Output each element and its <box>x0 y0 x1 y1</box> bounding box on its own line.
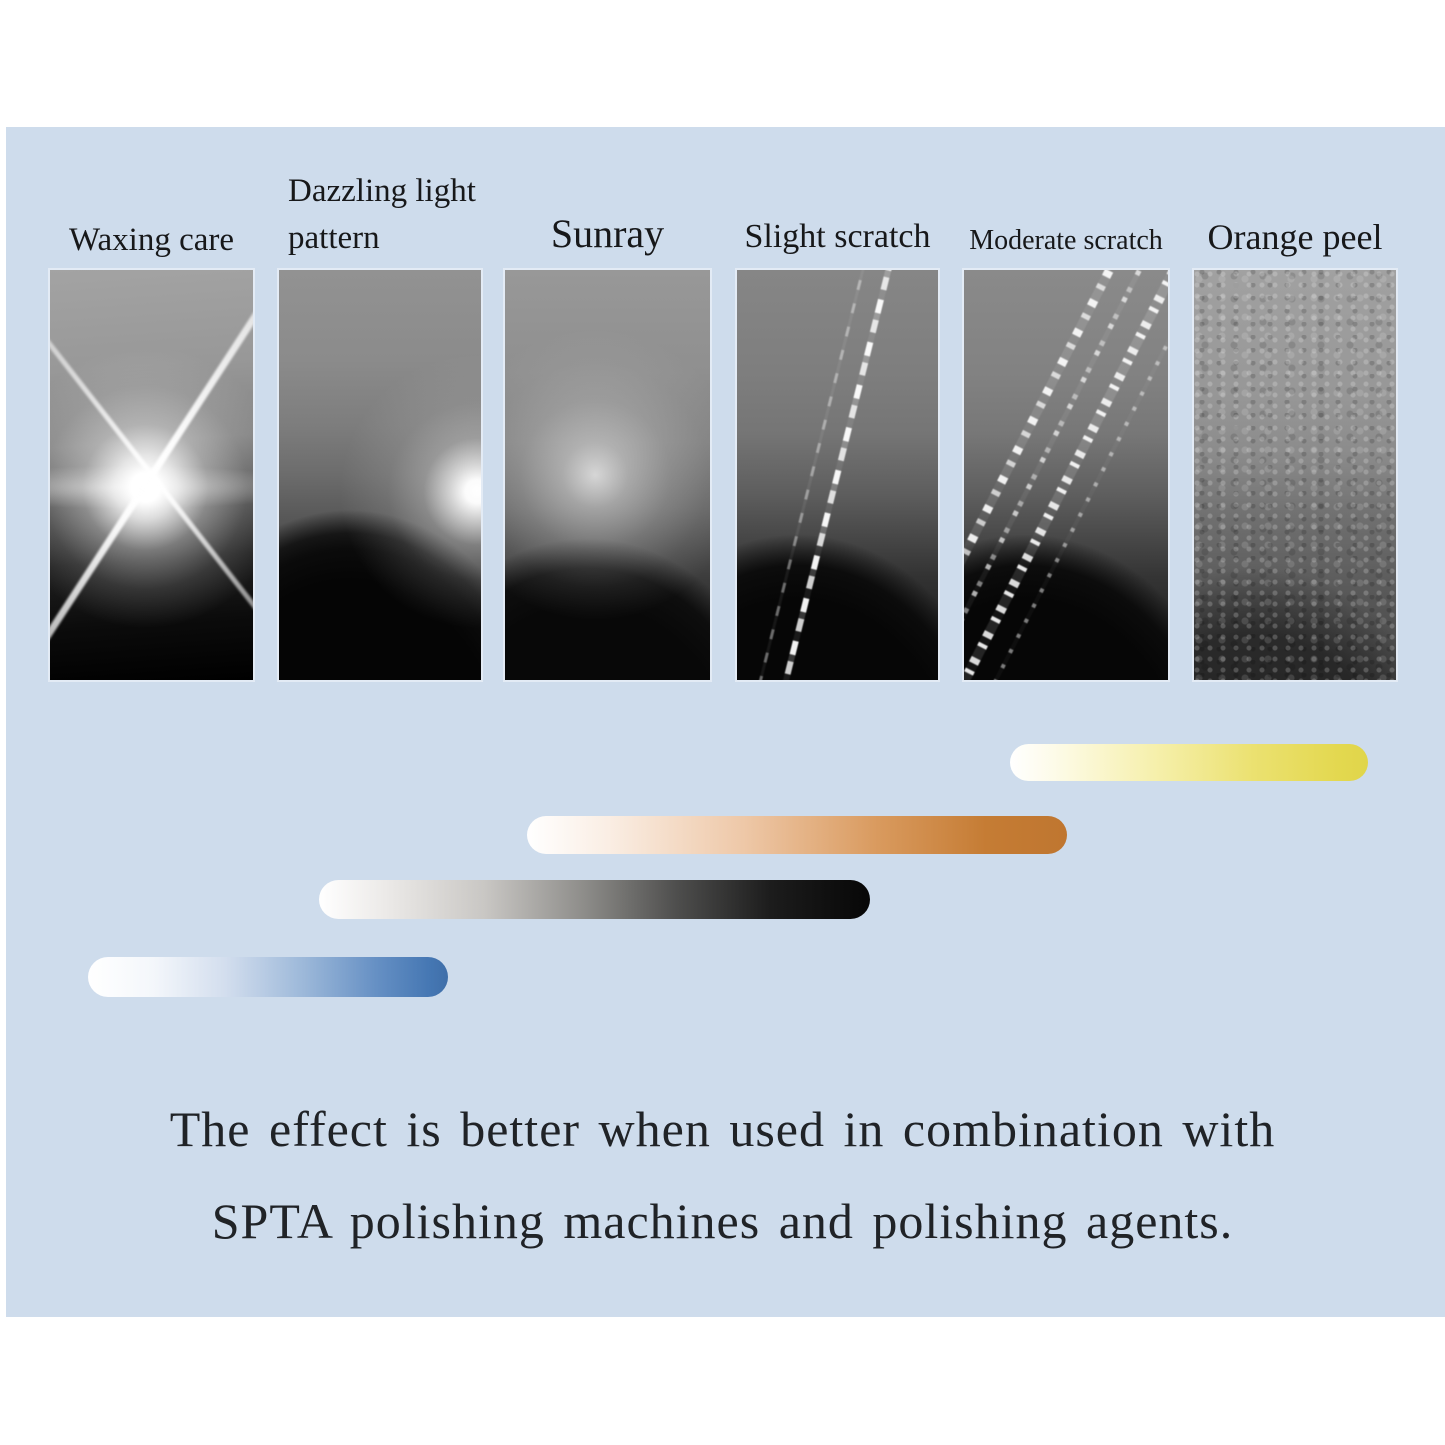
panel-label-waxing-care: Waxing care <box>69 222 234 258</box>
panel-label-orange-peel: Orange peel <box>1207 217 1383 257</box>
legend-bar-yellow <box>1010 744 1368 781</box>
scratch-mark <box>753 270 868 680</box>
legend-bar-orange <box>527 816 1067 854</box>
panel-label-line-2: pattern <box>288 220 380 256</box>
photo-waxing-care <box>48 268 255 682</box>
panel-label-slight-scratch: Slight scratch <box>744 218 931 255</box>
scratch-mark <box>964 270 1168 680</box>
panel-label-dazzling-light-pattern: Dazzling light pattern <box>288 168 518 262</box>
panel-label-line-1: Dazzling light <box>288 173 476 209</box>
caption-line-1: The effect is better when used in combin… <box>169 1101 1276 1157</box>
photo-orange-peel <box>1192 268 1398 682</box>
panel-label-moderate-scratch: Moderate scratch <box>969 225 1163 256</box>
panel-label-sunray: Sunray <box>550 211 665 256</box>
photo-slight-scratch <box>735 268 940 682</box>
scratch-mark <box>777 270 895 680</box>
photo-moderate-scratch <box>962 268 1170 682</box>
legend-bar-blue <box>88 957 448 997</box>
photo-sunray <box>503 268 712 682</box>
photo-dazzling-light-pattern <box>277 268 483 682</box>
light-ray <box>50 270 253 680</box>
legend-bar-black <box>319 880 870 919</box>
caption-line-2: SPTA polishing machines and polishing ag… <box>211 1193 1234 1249</box>
